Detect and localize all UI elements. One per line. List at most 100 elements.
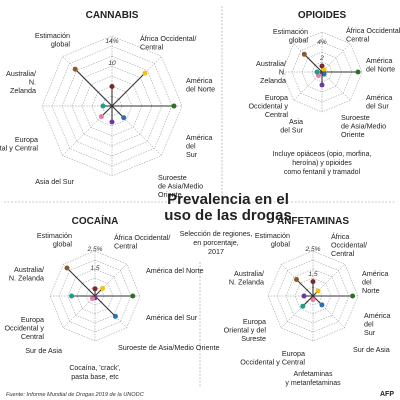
category-label: Sur de Asia bbox=[353, 345, 390, 354]
category-label: del Norte bbox=[366, 65, 395, 74]
category-label: Occidental y Central bbox=[240, 358, 305, 367]
data-point bbox=[301, 51, 307, 57]
data-point bbox=[310, 297, 316, 303]
category-label: Europa bbox=[243, 317, 266, 326]
grid-spoke bbox=[94, 264, 127, 297]
chart-title: CANNABIS bbox=[86, 10, 139, 21]
category-label: Europa bbox=[265, 93, 288, 102]
category-label: Central bbox=[21, 332, 45, 341]
data-point bbox=[321, 71, 327, 77]
data-point bbox=[321, 67, 327, 73]
data-line bbox=[296, 279, 314, 297]
source-note: Fuente: Informe Mundial de Drogas 2019 d… bbox=[6, 392, 145, 398]
chart-note: Anfetaminas bbox=[294, 371, 333, 378]
chart-note: Incluye opiáceos (opio, morfina, bbox=[273, 151, 372, 158]
grid-ring bbox=[267, 250, 359, 342]
data-line bbox=[111, 105, 125, 119]
grid-ring bbox=[301, 51, 343, 93]
chart-note: pasta base, etc bbox=[71, 374, 119, 381]
tick-label: 4% bbox=[317, 39, 327, 46]
category-label: del bbox=[186, 142, 196, 151]
chart-title: OPIOIDES bbox=[298, 10, 347, 21]
grid-ring bbox=[41, 35, 183, 177]
category-label: N. bbox=[279, 68, 286, 77]
category-label: Suroeste bbox=[158, 173, 187, 182]
grid-ring bbox=[58, 259, 132, 333]
category-label: Sur bbox=[186, 150, 198, 159]
data-point bbox=[142, 70, 148, 76]
grid-spoke bbox=[312, 295, 345, 328]
category-label: África Occidental/ bbox=[140, 34, 196, 43]
data-point bbox=[319, 82, 325, 88]
category-label: Occidental y bbox=[248, 102, 288, 111]
category-label: Central bbox=[265, 110, 289, 119]
category-label: Estimación bbox=[273, 27, 308, 36]
chart-note: Cocaína, 'crack', bbox=[69, 365, 120, 372]
chart-note: heroína) y opioides bbox=[292, 160, 352, 167]
tick-label: 14% bbox=[105, 38, 118, 45]
grid-spoke bbox=[321, 71, 351, 101]
grid-ring bbox=[76, 277, 114, 315]
category-label: América bbox=[366, 56, 392, 65]
category-label: Oriental y del bbox=[224, 326, 267, 335]
data-line bbox=[66, 267, 96, 297]
data-line bbox=[111, 72, 146, 107]
category-label: Central bbox=[140, 43, 164, 52]
page-title-line1: Prevalencia en el bbox=[167, 191, 289, 208]
category-label: global bbox=[51, 40, 71, 49]
category-label: Estimación bbox=[35, 31, 70, 40]
category-label: de Asia/Medio bbox=[341, 122, 386, 131]
data-point bbox=[100, 285, 106, 291]
category-label: Estimación bbox=[37, 231, 72, 240]
grid-ring bbox=[294, 277, 332, 315]
data-point bbox=[350, 293, 356, 299]
subtitle-line2: en porcentaje, bbox=[193, 238, 239, 247]
category-label: América del Sur bbox=[146, 313, 198, 322]
data-point bbox=[319, 302, 325, 308]
category-label: del Sur bbox=[366, 102, 389, 111]
tick-label: 1,5 bbox=[90, 265, 99, 272]
data-point bbox=[72, 66, 78, 72]
category-label: Oriente bbox=[158, 190, 182, 199]
category-label: del bbox=[362, 278, 372, 287]
data-point bbox=[109, 119, 115, 125]
grid-ring bbox=[285, 268, 341, 324]
chart-note: como fentanil y tramadol bbox=[284, 169, 361, 176]
chart-title: ANFETAMINAS bbox=[277, 216, 349, 227]
chart-title: COCAÍNA bbox=[72, 214, 119, 227]
tick-label: 2,5% bbox=[304, 246, 320, 253]
category-label: África Occidental/ bbox=[346, 26, 400, 35]
data-point bbox=[69, 293, 75, 299]
category-label: Australia/ bbox=[6, 69, 36, 78]
tick-label: 10 bbox=[108, 60, 116, 67]
data-point bbox=[121, 115, 127, 121]
data-point bbox=[315, 288, 321, 294]
data-point bbox=[92, 286, 98, 292]
category-label: Occidental y bbox=[4, 324, 44, 333]
category-label: África bbox=[331, 232, 349, 241]
data-line bbox=[94, 295, 116, 317]
category-label: del bbox=[364, 320, 374, 329]
data-point bbox=[300, 303, 306, 309]
category-label: América bbox=[364, 311, 390, 320]
category-label: global bbox=[271, 240, 291, 249]
page-title-line2: uso de las drogas bbox=[164, 207, 292, 224]
category-label: Australia/ bbox=[14, 265, 44, 274]
data-point bbox=[171, 103, 177, 109]
grid-ring bbox=[67, 268, 123, 324]
tick-label: 1,5 bbox=[308, 271, 317, 278]
data-point bbox=[319, 63, 325, 69]
category-label: Occidental/ bbox=[331, 241, 367, 250]
category-label: Asia bbox=[289, 117, 303, 126]
category-label: Estimación bbox=[255, 231, 290, 240]
category-label: Zelanda bbox=[260, 76, 286, 85]
grid-ring bbox=[71, 65, 153, 147]
data-point bbox=[301, 293, 307, 299]
grid-ring bbox=[91, 85, 133, 127]
category-label: América bbox=[366, 93, 392, 102]
category-label: Suroeste bbox=[341, 113, 370, 122]
data-point bbox=[355, 69, 361, 75]
